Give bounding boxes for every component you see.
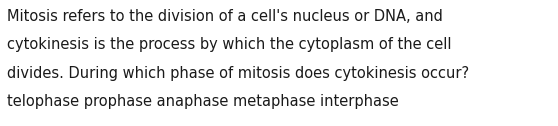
Text: divides. During which phase of mitosis does cytokinesis occur?: divides. During which phase of mitosis d… [7, 66, 469, 81]
Text: cytokinesis is the process by which the cytoplasm of the cell: cytokinesis is the process by which the … [7, 37, 451, 52]
Text: telophase prophase anaphase metaphase interphase: telophase prophase anaphase metaphase in… [7, 94, 398, 109]
Text: Mitosis refers to the division of a cell's nucleus or DNA, and: Mitosis refers to the division of a cell… [7, 9, 442, 24]
